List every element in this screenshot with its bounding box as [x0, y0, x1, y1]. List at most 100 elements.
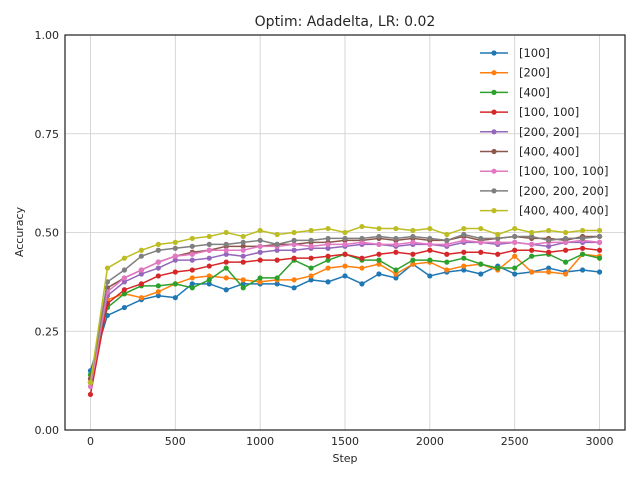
data-point	[274, 281, 280, 287]
legend-marker	[491, 129, 497, 135]
legend-marker	[491, 89, 497, 95]
legend-marker	[491, 188, 497, 194]
data-point	[444, 267, 450, 273]
data-point	[546, 243, 552, 249]
data-point	[274, 241, 280, 247]
data-point	[596, 239, 603, 245]
data-point	[121, 267, 127, 273]
data-point	[444, 231, 450, 238]
data-point	[393, 235, 399, 242]
data-point	[291, 237, 297, 243]
legend-label: [200]	[519, 66, 550, 80]
data-point	[342, 235, 348, 242]
legend-item: [100, 100]	[480, 105, 579, 119]
data-point	[223, 287, 229, 293]
data-point	[189, 243, 195, 249]
data-point	[529, 247, 535, 253]
data-point	[274, 247, 280, 253]
y-tick-label: 1.00	[35, 29, 60, 42]
data-point	[291, 285, 297, 291]
data-point	[563, 235, 569, 242]
data-point	[478, 261, 484, 267]
data-point	[376, 251, 382, 257]
data-point	[512, 247, 518, 253]
legend-item: [100, 100, 100]	[480, 164, 608, 178]
data-point	[579, 267, 586, 273]
y-tick-label: 0.50	[35, 227, 60, 240]
data-point	[240, 277, 246, 283]
data-point	[189, 275, 195, 281]
data-point	[138, 247, 144, 253]
data-point	[121, 275, 127, 281]
x-tick-label: 500	[165, 435, 186, 448]
data-point	[478, 249, 484, 255]
legend-label: [200, 200]	[519, 125, 579, 139]
data-point	[138, 267, 144, 273]
data-point	[172, 281, 178, 287]
data-point	[596, 269, 603, 275]
series-7	[87, 231, 603, 386]
data-point	[546, 265, 552, 271]
data-point	[461, 263, 467, 269]
data-point	[512, 265, 518, 271]
data-point	[189, 285, 195, 291]
data-point	[495, 235, 501, 242]
legend-item: [200, 200]	[480, 125, 579, 139]
y-tick-label: 0.00	[35, 424, 60, 437]
data-point	[359, 223, 365, 230]
legend-label: [100, 100]	[519, 105, 579, 119]
legend-item: [400, 400]	[480, 145, 579, 159]
data-point	[410, 251, 416, 257]
data-point	[461, 255, 467, 261]
data-point	[512, 271, 518, 277]
data-point	[444, 237, 450, 243]
data-point	[376, 233, 382, 240]
chart-title: Optim: Adadelta, LR: 0.02	[255, 14, 436, 30]
legend-label: [100, 100, 100]	[519, 164, 608, 178]
data-point	[342, 251, 348, 257]
data-point	[410, 261, 416, 267]
legend-marker	[491, 168, 497, 174]
data-point	[495, 231, 501, 238]
data-point	[512, 233, 518, 240]
data-point	[546, 269, 552, 275]
data-point	[393, 267, 399, 273]
data-point	[308, 227, 314, 234]
data-point	[240, 239, 246, 245]
data-point	[206, 247, 212, 253]
legend-label: [400, 400]	[519, 145, 579, 159]
data-point	[325, 241, 331, 247]
data-point	[223, 247, 229, 253]
data-point	[291, 241, 297, 247]
data-point	[478, 225, 484, 232]
data-point	[87, 383, 94, 390]
x-tick-label: 0	[87, 435, 94, 448]
data-point	[427, 273, 433, 279]
data-point	[393, 275, 399, 281]
plot-frame	[64, 34, 626, 431]
data-point	[325, 279, 331, 285]
data-point	[478, 271, 484, 277]
data-point	[563, 259, 569, 265]
data-point	[529, 229, 535, 236]
legend-marker	[491, 148, 497, 155]
data-point	[121, 287, 127, 293]
series-layer	[87, 223, 603, 398]
data-point	[579, 251, 586, 257]
data-point	[155, 247, 161, 253]
data-point	[308, 255, 314, 261]
x-tick-label: 2500	[501, 435, 529, 448]
data-point	[138, 253, 144, 259]
data-point	[529, 233, 535, 240]
legend-marker	[491, 208, 497, 214]
data-point	[138, 271, 144, 277]
data-point	[121, 291, 127, 297]
data-point	[138, 295, 144, 301]
data-point	[461, 225, 467, 232]
data-point	[104, 265, 111, 271]
data-point	[223, 275, 229, 281]
data-point	[579, 245, 586, 251]
data-point	[546, 227, 552, 234]
data-point	[240, 285, 246, 291]
